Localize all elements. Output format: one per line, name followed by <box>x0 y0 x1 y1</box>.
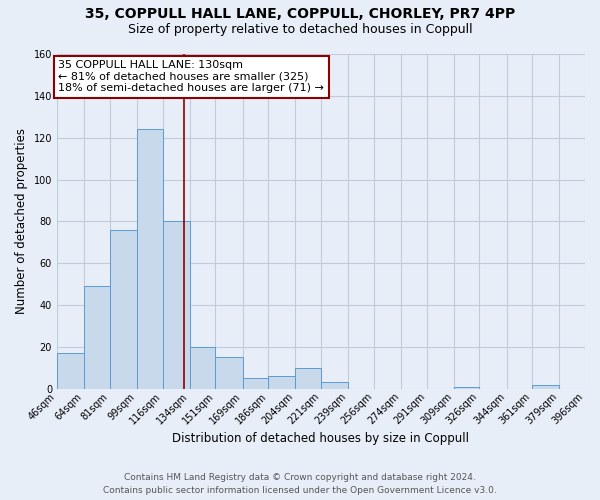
Bar <box>268 376 295 389</box>
Bar <box>295 368 321 389</box>
Bar <box>163 222 190 389</box>
Text: Contains HM Land Registry data © Crown copyright and database right 2024.
Contai: Contains HM Land Registry data © Crown c… <box>103 473 497 495</box>
Text: 35, COPPULL HALL LANE, COPPULL, CHORLEY, PR7 4PP: 35, COPPULL HALL LANE, COPPULL, CHORLEY,… <box>85 8 515 22</box>
Bar <box>321 382 348 389</box>
Bar <box>137 130 163 389</box>
Text: Size of property relative to detached houses in Coppull: Size of property relative to detached ho… <box>128 22 472 36</box>
Text: 35 COPPULL HALL LANE: 130sqm
← 81% of detached houses are smaller (325)
18% of s: 35 COPPULL HALL LANE: 130sqm ← 81% of de… <box>58 60 325 94</box>
Bar <box>57 353 84 389</box>
Bar <box>190 347 215 389</box>
Bar <box>215 358 242 389</box>
Bar <box>532 384 559 389</box>
Bar <box>454 386 479 389</box>
Bar <box>110 230 137 389</box>
Bar <box>242 378 268 389</box>
X-axis label: Distribution of detached houses by size in Coppull: Distribution of detached houses by size … <box>172 432 469 445</box>
Y-axis label: Number of detached properties: Number of detached properties <box>15 128 28 314</box>
Bar <box>84 286 110 389</box>
